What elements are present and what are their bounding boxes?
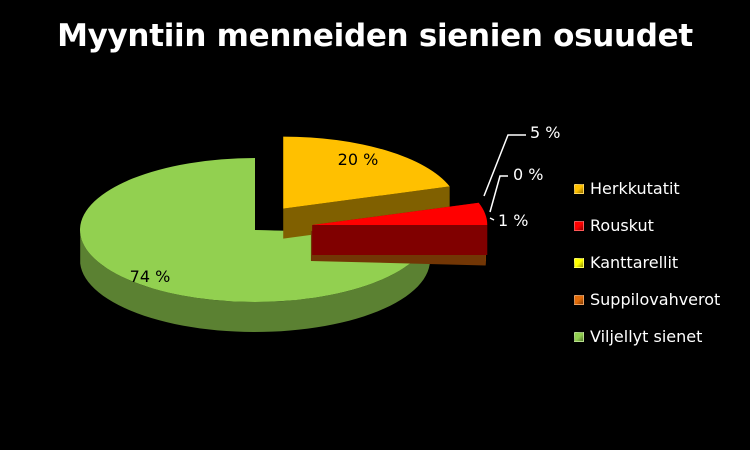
legend-item-rouskut: Rouskut bbox=[574, 207, 720, 244]
legend-label: Herkkutatit bbox=[590, 179, 680, 198]
legend-swatch bbox=[574, 294, 584, 305]
data-label-rouskut: 5 % bbox=[530, 123, 560, 142]
data-label-suppilovahverot: 1 % bbox=[498, 211, 528, 230]
legend-swatch bbox=[574, 220, 584, 231]
data-label-leader-line bbox=[483, 134, 526, 197]
chart-title: Myyntiin menneiden sienien osuudet bbox=[57, 18, 693, 54]
legend-item-kanttarellit: Kanttarellit bbox=[574, 244, 720, 281]
chart-legend: Herkkutatit Rouskut Kanttarellit Suppilovah… bbox=[574, 170, 720, 355]
legend-label: Kanttarellit bbox=[590, 253, 679, 272]
pie-slice-top bbox=[79, 158, 430, 302]
legend-swatch bbox=[574, 331, 584, 342]
legend-label: Suppilovahverot bbox=[590, 290, 721, 309]
legend-item-viljellyt-sienet: Viljellyt sienet bbox=[574, 318, 720, 355]
legend-swatch bbox=[574, 183, 584, 194]
pie-slice-rouskut bbox=[312, 202, 488, 256]
data-label-leader-line bbox=[489, 217, 495, 221]
legend-swatch bbox=[574, 257, 584, 268]
pie-slices bbox=[79, 136, 488, 332]
legend-label: Viljellyt sienet bbox=[590, 327, 703, 346]
pie-slice-wall bbox=[312, 225, 488, 256]
legend-item-suppilovahverot: Suppilovahverot bbox=[574, 281, 720, 318]
pie-slice-top bbox=[312, 202, 488, 226]
legend-label: Rouskut bbox=[590, 216, 654, 235]
data-label-viljellyt-sienet: 74 % bbox=[130, 267, 171, 286]
data-label-leader-line bbox=[489, 175, 508, 213]
data-label-herkkutatit: 20 % bbox=[338, 150, 379, 169]
pie-slice-rim bbox=[80, 233, 430, 332]
pie-data-labels: 20 % 5 % 0 % 1 % 74 % bbox=[130, 123, 561, 286]
pie-slice-top bbox=[283, 136, 450, 209]
legend-item-herkkutatit: Herkkutatit bbox=[574, 170, 720, 207]
data-label-kanttarellit: 0 % bbox=[513, 165, 543, 184]
